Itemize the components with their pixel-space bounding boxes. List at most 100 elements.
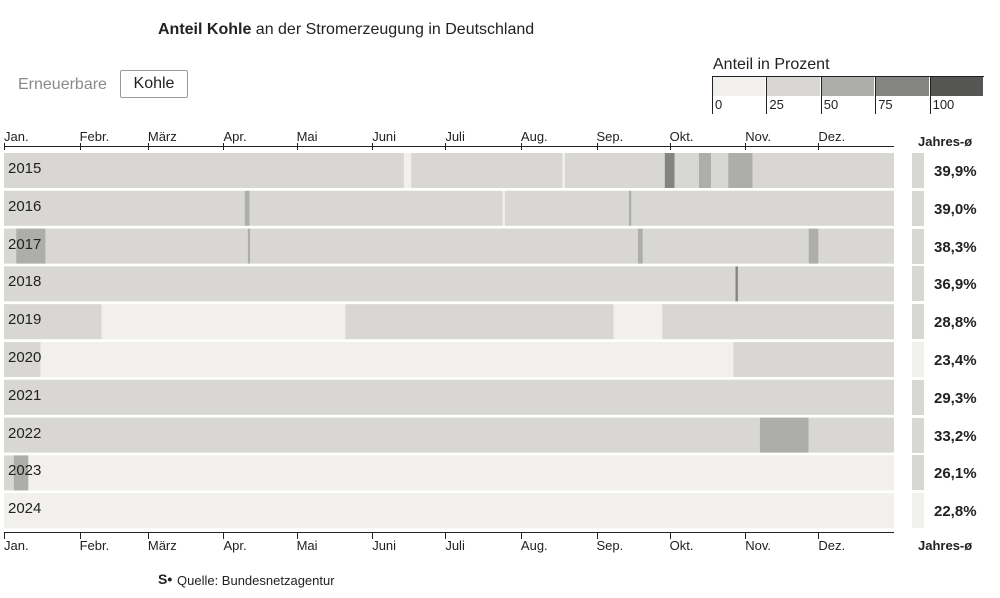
year-average-2018: 36,9% [934, 276, 977, 294]
year-average-swatch-2019 [912, 304, 924, 340]
month-tick [147, 532, 149, 539]
day-segment-2019-0 [4, 304, 102, 340]
month-label: März [147, 129, 177, 144]
year-average-swatch-2017 [912, 228, 924, 264]
month-label: Apr. [223, 129, 247, 144]
day-segment-2015-8 [752, 153, 894, 188]
month-label: Juli [445, 538, 465, 553]
month-tick [372, 532, 374, 539]
day-segment-2019-4 [662, 304, 894, 340]
month-tick [372, 143, 374, 150]
month-tick [745, 143, 747, 150]
month-tick [445, 143, 447, 150]
month-label: Febr. [79, 129, 110, 144]
day-segment-2017-0 [4, 228, 17, 264]
day-segment-2016-5 [631, 190, 894, 226]
month-label: Mai [296, 538, 318, 553]
month-tick [296, 143, 298, 150]
day-segment-2017-5 [637, 228, 643, 264]
year-label-2023: 2023 [8, 462, 42, 480]
month-label: Okt. [669, 538, 694, 553]
legend-tick-0 [712, 77, 713, 114]
day-segment-2017-8 [818, 228, 894, 264]
month-label: Juni [372, 538, 397, 553]
year-average-2015: 39,9% [934, 163, 977, 180]
toggle-kohle[interactable]: Kohle [120, 70, 188, 98]
year-average-2021: 29,3% [934, 389, 977, 407]
month-axis-line [4, 146, 894, 147]
month-tick [669, 532, 671, 539]
day-segment-2022-2 [808, 417, 894, 453]
month-tick [147, 143, 149, 150]
day-segment-2023-0 [4, 455, 14, 491]
month-tick [669, 143, 671, 150]
month-label: Dez. [818, 538, 846, 553]
month-label: Aug. [520, 129, 548, 144]
month-tick [296, 532, 298, 539]
month-label: Sep. [596, 129, 624, 144]
day-segment-2020-2 [733, 342, 894, 377]
day-segment-2015-4 [674, 153, 699, 188]
day-segment-2018-1 [735, 266, 738, 302]
month-tick [818, 143, 820, 150]
year-average-2019: 28,8% [934, 314, 977, 332]
year-average-swatch-2022 [912, 417, 924, 453]
legend-swatch-4 [930, 77, 983, 96]
month-tick [79, 532, 81, 539]
year-average-swatch-2023 [912, 455, 924, 491]
month-axis-line [4, 532, 894, 533]
day-segment-2016-4 [628, 190, 632, 226]
day-segment-2019-2 [345, 304, 614, 340]
day-segment-2016-2 [249, 190, 503, 226]
year-label-2020: 2020 [8, 349, 42, 366]
year-label-2021: 2021 [8, 386, 42, 404]
year-average-2023: 26,1% [934, 465, 977, 483]
month-label: Okt. [669, 129, 694, 144]
day-segment-2016-1 [244, 190, 250, 226]
month-label: Jan. [4, 538, 29, 553]
legend-swatch-0 [713, 77, 766, 96]
legend-swatch-2 [821, 77, 875, 96]
month-tick [520, 532, 522, 539]
month-tick [445, 532, 447, 539]
toggle-erneuerbare[interactable]: Erneuerbare [18, 76, 107, 93]
legend-tick-25 [766, 77, 768, 114]
month-tick [596, 143, 598, 150]
month-label: Apr. [223, 538, 247, 553]
legend-tick-50 [820, 77, 822, 114]
year-label-2017: 2017 [8, 235, 42, 253]
summary-header-bottom: Jahres-ø [918, 538, 973, 553]
month-tick [4, 532, 5, 539]
month-tick [596, 532, 598, 539]
day-segment-2024-0 [4, 493, 894, 529]
day-segment-2023-2 [28, 455, 894, 491]
month-tick [4, 143, 5, 150]
year-average-swatch-2021 [912, 379, 924, 415]
day-segment-2016-0 [4, 190, 245, 226]
month-label: Juni [372, 129, 397, 144]
chart-title-bold: Anteil Kohle [158, 21, 252, 38]
day-segment-2017-2 [45, 228, 248, 264]
year-average-swatch-2020 [912, 342, 924, 377]
legend-label-100: 100 [932, 97, 955, 112]
month-tick [520, 143, 522, 150]
day-segment-2022-1 [759, 417, 809, 453]
day-segment-2017-7 [808, 228, 819, 264]
year-average-swatch-2016 [912, 190, 924, 226]
legend-tick-100 [929, 77, 931, 114]
day-segment-2015-6 [711, 153, 729, 188]
day-segment-2022-0 [4, 417, 760, 453]
month-label: Juli [445, 129, 465, 144]
month-tick [818, 532, 820, 539]
day-segment-2015-7 [728, 153, 753, 188]
legend-tick-75 [875, 77, 877, 114]
month-label: Nov. [745, 129, 772, 144]
chart-title: Anteil Kohle an der Stromerzeugung in De… [158, 21, 534, 39]
day-segment-2017-3 [247, 228, 251, 264]
month-label: Febr. [79, 538, 110, 553]
day-segment-2017-4 [250, 228, 638, 264]
legend-title: Anteil in Prozent [713, 56, 830, 73]
legend-label-50: 50 [823, 97, 839, 112]
legend-swatch-3 [876, 77, 929, 96]
